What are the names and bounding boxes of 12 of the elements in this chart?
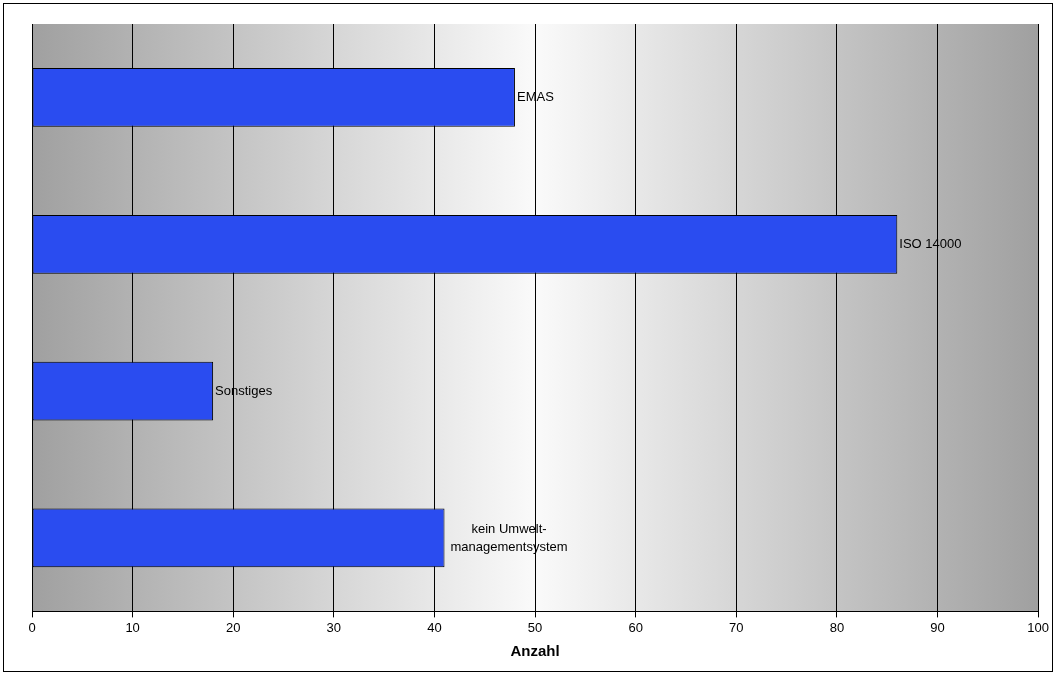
x-tick-label: 0 bbox=[28, 619, 36, 635]
x-tick-label: 80 bbox=[829, 619, 845, 635]
x-tick-label: 20 bbox=[226, 619, 241, 635]
x-axis-title: Anzahl bbox=[510, 642, 560, 660]
x-tick-label: 70 bbox=[729, 619, 744, 635]
x-tick-label: 40 bbox=[427, 619, 442, 635]
x-tick-label: 10 bbox=[125, 619, 140, 635]
x-tick-label: 90 bbox=[930, 619, 945, 635]
x-tick-label: 50 bbox=[527, 619, 543, 635]
x-tick-label: 60 bbox=[628, 619, 643, 635]
x-tick-label: 30 bbox=[326, 619, 342, 635]
x-tick-label: 100 bbox=[1027, 619, 1050, 635]
